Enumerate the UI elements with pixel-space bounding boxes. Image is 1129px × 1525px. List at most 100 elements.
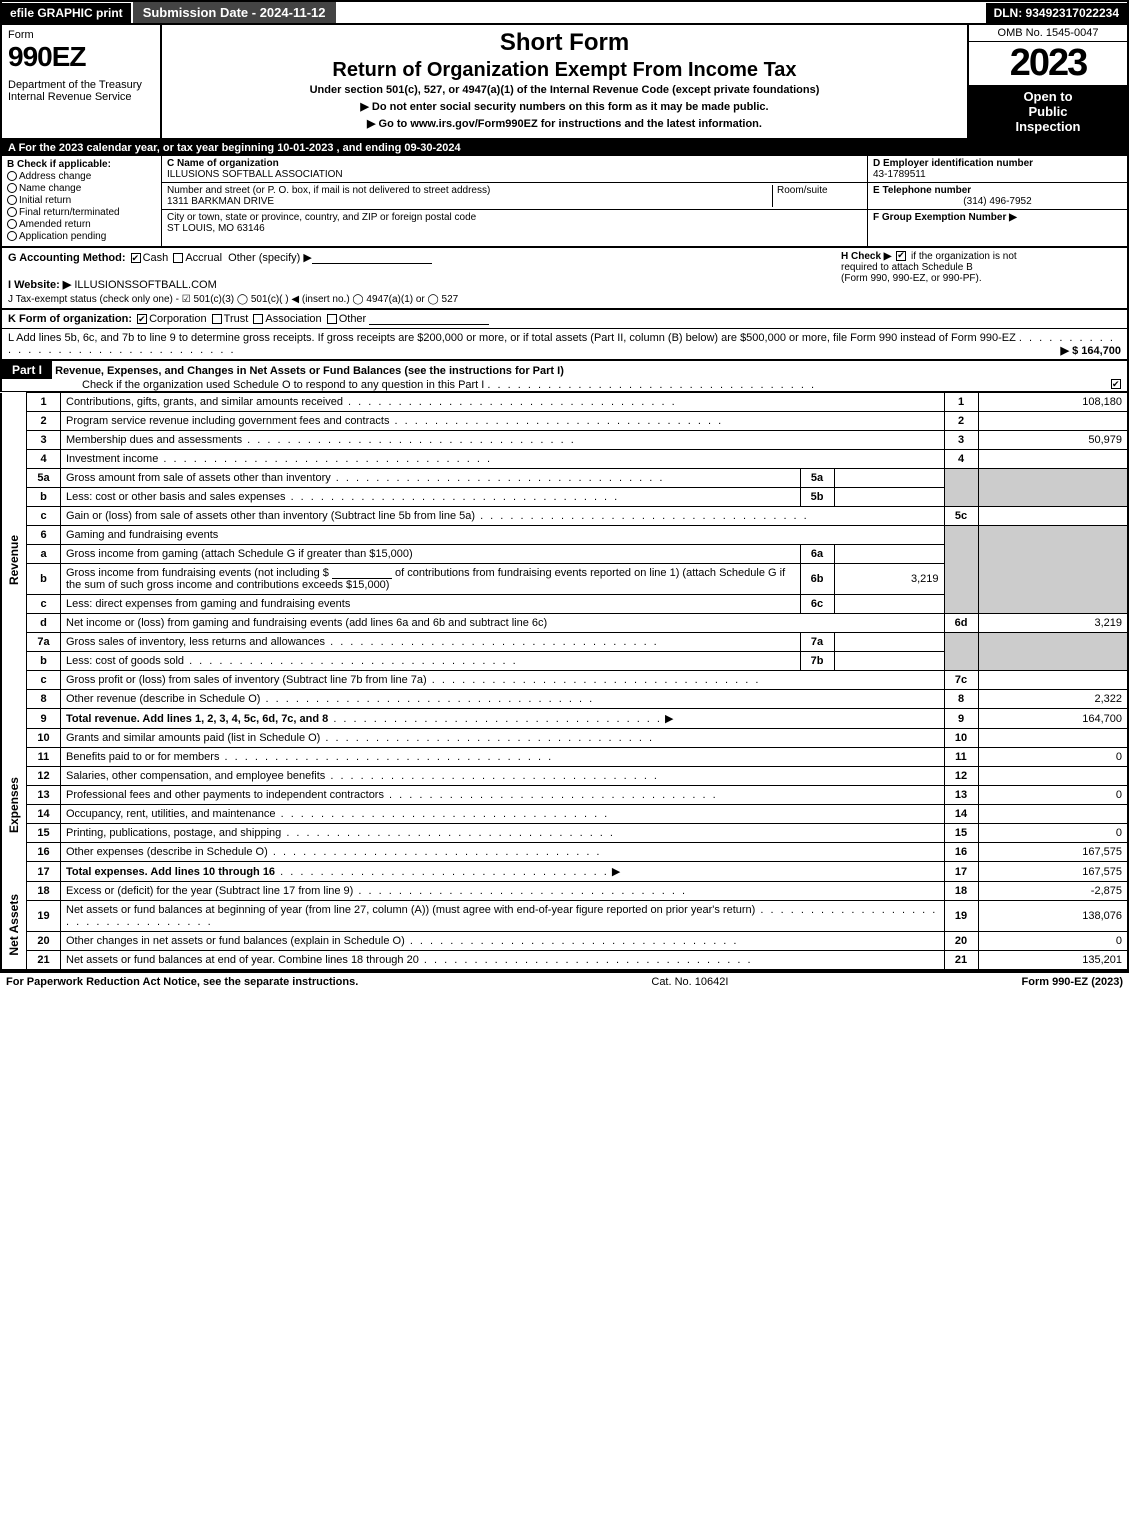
chk-association[interactable] [253,314,263,324]
expenses-side-label: Expenses [7,777,21,833]
footer-form-id: Form 990-EZ (2023) [1022,976,1123,988]
ln-2: 2 [27,412,61,431]
chk-name-change[interactable]: Name change [7,183,156,194]
instruction-link[interactable]: ▶ Go to www.irs.gov/Form990EZ for instru… [172,117,957,130]
ln-10: 10 [27,729,61,748]
chk-address-change-label: Address change [19,171,91,182]
desc-6: Gaming and fundraising events [66,529,218,541]
ln-20: 20 [27,932,61,951]
table-row: 15Printing, publications, postage, and s… [1,824,1128,843]
chk-initial-return-label: Initial return [19,195,71,206]
c-21: 21 [944,951,978,971]
table-row: 17Total expenses. Add lines 10 through 1… [1,862,1128,882]
chk-initial-return[interactable]: Initial return [7,195,156,206]
org-address: 1311 BARKMAN DRIVE [167,196,274,207]
room-label: Room/suite [777,185,828,196]
c-8: 8 [944,690,978,709]
chk-final-return[interactable]: Final return/terminated [7,207,156,218]
row-j: J Tax-exempt status (check only one) - ☑… [8,294,1121,305]
c-13: 13 [944,786,978,805]
v-20: 0 [978,932,1128,951]
form-number: 990EZ [8,41,154,73]
k-assoc: Association [265,313,321,325]
v-12 [978,767,1128,786]
ln-6c: c [27,595,61,614]
ln-19: 19 [27,901,61,932]
v-6d: 3,219 [978,614,1128,633]
ln-21: 21 [27,951,61,971]
v-18: -2,875 [978,882,1128,901]
c-9: 9 [944,709,978,729]
chk-cash[interactable] [131,253,141,263]
ln-6b: b [27,564,61,595]
chk-schedule-o-used[interactable] [1111,379,1121,389]
title-long: Return of Organization Exempt From Incom… [172,59,957,82]
v-16: 167,575 [978,843,1128,862]
footer-left: For Paperwork Reduction Act Notice, see … [6,976,358,988]
sc-5b: 5b [800,488,834,507]
dept-label: Department of the Treasury [8,79,154,91]
ein-value: 43-1789511 [873,169,926,180]
ln-4: 4 [27,450,61,469]
table-row: 21 Net assets or fund balances at end of … [1,951,1128,971]
chk-trust[interactable] [212,314,222,324]
v-19: 138,076 [978,901,1128,932]
ln-11: 11 [27,748,61,767]
ln-6: 6 [27,526,61,545]
sv-5b [834,488,944,507]
chk-schedule-b-not-required[interactable] [896,251,906,261]
chk-application-pending[interactable]: Application pending [7,231,156,242]
k-other: Other [339,313,367,325]
sv-6a [834,545,944,564]
c-16: 16 [944,843,978,862]
col-b-checkboxes: B Check if applicable: Address change Na… [2,156,162,246]
table-row: Revenue 1Contributions, gifts, grants, a… [1,393,1128,412]
v-1: 108,180 [978,393,1128,412]
v-5c [978,507,1128,526]
v-4 [978,450,1128,469]
d-ein-label: D Employer identification number [873,158,1033,169]
revenue-side-label: Revenue [7,535,21,585]
desc-11: Benefits paid to or for members [66,751,219,763]
table-row: dNet income or (loss) from gaming and fu… [1,614,1128,633]
c-12: 12 [944,767,978,786]
table-row: 6 Gaming and fundraising events [1,526,1128,545]
city-label: City or town, state or province, country… [167,212,476,223]
f-group-label: F Group Exemption Number ▶ [873,212,1017,223]
g-label: G Accounting Method: [8,252,126,264]
c-20: 20 [944,932,978,951]
open-line1: Open to [973,89,1123,104]
chk-corporation[interactable] [137,314,147,324]
ln-14: 14 [27,805,61,824]
desc-21: Net assets or fund balances at end of ye… [66,954,419,966]
v-14 [978,805,1128,824]
form-header: Form 990EZ Department of the Treasury In… [0,25,1129,140]
v-15: 0 [978,824,1128,843]
row-k: K Form of organization: Corporation Trus… [0,310,1129,329]
v-7c [978,671,1128,690]
blank-6b[interactable] [332,567,392,579]
table-row: Expenses 10Grants and similar amounts pa… [1,729,1128,748]
irs-label: Internal Revenue Service [8,91,154,103]
v-10 [978,729,1128,748]
desc-14: Occupancy, rent, utilities, and maintena… [66,808,276,820]
desc-9: Total revenue. Add lines 1, 2, 3, 4, 5c,… [66,713,328,725]
open-line3: Inspection [973,119,1123,134]
chk-accrual[interactable] [173,253,183,263]
ln-18: 18 [27,882,61,901]
sv-6c [834,595,944,614]
website-value[interactable]: ILLUSIONSSOFTBALL.COM [74,279,216,291]
k-trust: Trust [224,313,249,325]
g-other-blank[interactable] [312,252,432,264]
desc-5a: Gross amount from sale of assets other t… [66,472,331,484]
chk-amended-return[interactable]: Amended return [7,219,156,230]
efile-print-label[interactable]: efile GRAPHIC print [2,3,131,23]
k-other-blank[interactable] [369,313,489,325]
chk-other-org[interactable] [327,314,337,324]
sc-6b: 6b [800,564,834,595]
desc-6c: Less: direct expenses from gaming and fu… [66,598,350,610]
c-19: 19 [944,901,978,932]
chk-address-change[interactable]: Address change [7,171,156,182]
table-row: 20Other changes in net assets or fund ba… [1,932,1128,951]
col-def: D Employer identification number 43-1789… [867,156,1127,246]
